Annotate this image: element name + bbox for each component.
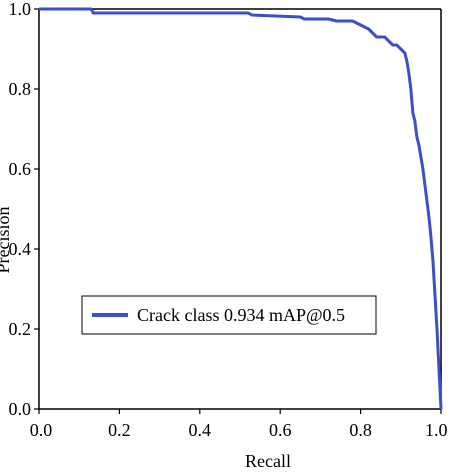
y-tick-label: 0.4 xyxy=(9,239,32,259)
y-axis-label: Precision xyxy=(0,207,13,274)
series-line-0 xyxy=(39,7,443,410)
y-tick-label: 0.2 xyxy=(9,319,32,339)
x-tick-label: 0.8 xyxy=(349,420,372,440)
x-tick-label: 0.4 xyxy=(189,420,212,440)
y-tick-label: 0.0 xyxy=(9,399,32,419)
y-ticks: 0.0 0.2 0.4 0.6 0.8 1.0 xyxy=(9,0,39,419)
x-tick-label: 0.2 xyxy=(108,420,131,440)
x-ticks: 0.0 0.2 0.4 0.6 0.8 1.0 xyxy=(30,409,448,440)
plot-axes xyxy=(38,8,442,410)
legend: Crack class 0.934 mAP@0.5 xyxy=(81,295,377,335)
x-tick-label: 0.0 xyxy=(30,420,53,440)
x-tick-label: 1.0 xyxy=(425,420,448,440)
legend-box xyxy=(81,295,377,335)
legend-entry-label: Crack class 0.934 mAP@0.5 xyxy=(137,305,345,325)
y-tick-label: 1.0 xyxy=(9,0,32,19)
series-layer xyxy=(39,7,443,410)
y-tick-label: 0.8 xyxy=(9,79,32,99)
y-tick-label: 0.6 xyxy=(9,159,32,179)
x-axis-label: Recall xyxy=(245,451,291,471)
x-tick-label: 0.6 xyxy=(269,420,292,440)
